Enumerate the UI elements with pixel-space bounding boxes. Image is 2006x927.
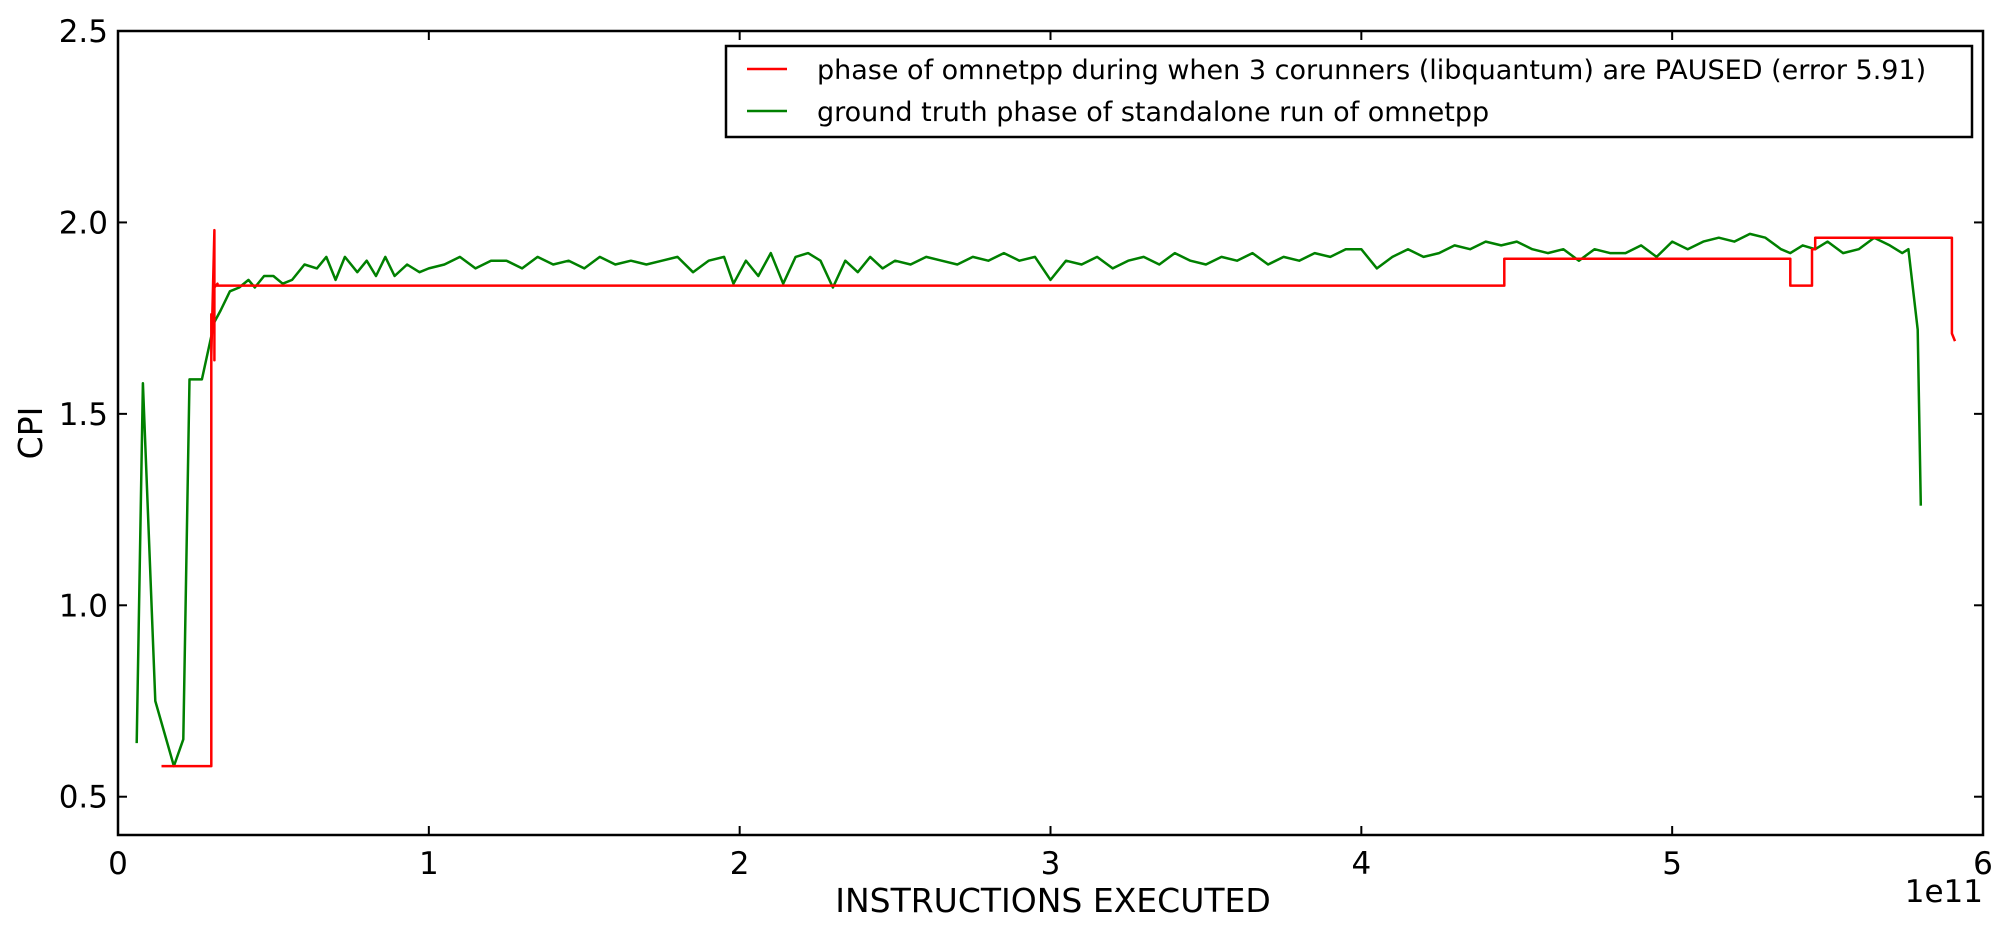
plot-frame — [116, 29, 1985, 837]
x-tick-label: 2 — [730, 846, 750, 882]
y-tick-label: 0.5 — [59, 780, 108, 816]
x-tick-label: 5 — [1662, 846, 1682, 882]
y-tick-label: 2.0 — [59, 205, 108, 241]
legend: phase of omnetpp during when 3 corunners… — [724, 44, 1974, 139]
x-axis-label: INSTRUCTIONS EXECUTED — [835, 881, 1271, 920]
series-lines — [135, 228, 1957, 768]
plot-area: 0 1 2 3 4 5 6 0.5 1.0 1.5 2.0 2.5 — [59, 14, 1993, 882]
x-tick-label: 1 — [419, 846, 439, 882]
series-line-paused — [161, 228, 1957, 768]
legend-label-ground-truth: ground truth phase of standalone run of … — [817, 97, 1489, 128]
x-tick-label: 6 — [1973, 846, 1993, 882]
y-tick-label: 1.5 — [59, 397, 108, 433]
x-offset-text: 1e11 — [1905, 874, 1983, 910]
x-tick-label: 3 — [1041, 846, 1061, 882]
legend-frame — [724, 44, 1974, 139]
x-tick-label: 0 — [108, 846, 128, 882]
y-tick-label: 1.0 — [59, 588, 108, 624]
y-axis-ticks: 0.5 1.0 1.5 2.0 2.5 — [59, 14, 1983, 816]
x-axis-ticks: 0 1 2 3 4 5 6 — [108, 31, 1993, 882]
y-axis-label: CPI — [11, 407, 50, 460]
x-tick-label: 4 — [1351, 846, 1371, 882]
y-tick-label: 2.5 — [59, 14, 108, 50]
legend-label-paused: phase of omnetpp during when 3 corunners… — [817, 55, 1926, 86]
series-line-ground-truth — [135, 232, 1923, 768]
